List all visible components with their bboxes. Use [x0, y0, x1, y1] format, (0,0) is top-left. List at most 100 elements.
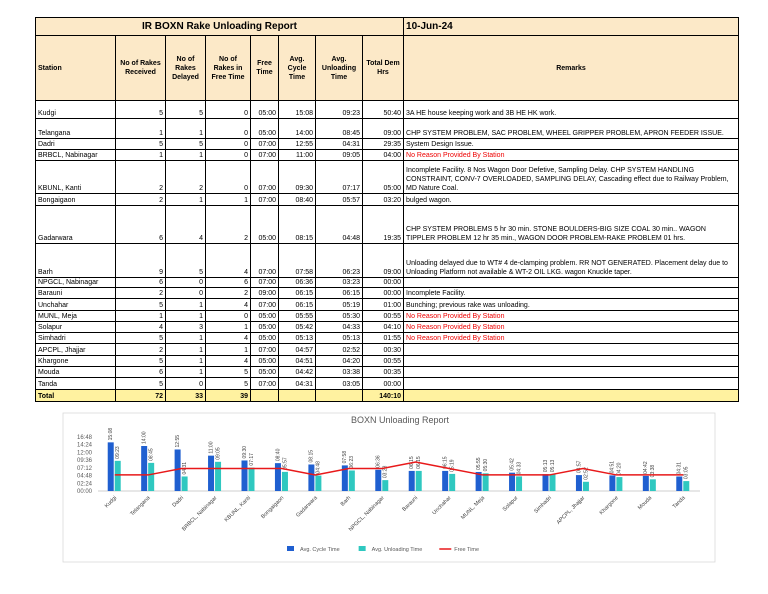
bar: [482, 473, 489, 491]
cell: 09:30: [278, 160, 316, 194]
cell: 01:00: [361, 298, 405, 311]
cell: 1: [115, 149, 166, 161]
cell: 05:30: [315, 310, 363, 322]
cell: 07:00: [250, 298, 279, 311]
bar: [141, 446, 148, 491]
cell: 03:23: [315, 277, 363, 288]
cell: 03:38: [315, 366, 363, 378]
cell: 4: [205, 355, 251, 367]
column-header: Station: [35, 35, 116, 101]
data-label: 05:55: [476, 457, 482, 470]
bar: [582, 481, 589, 491]
cell: 5: [165, 100, 206, 119]
data-label: 04:20: [617, 462, 623, 475]
cell: 0: [165, 287, 206, 299]
cell: 2: [115, 160, 166, 194]
data-label: 04:57: [576, 460, 582, 473]
data-row: Unchahar 5 1 4 07:00 06:15 05:19 01:00 Bunching;…: [35, 298, 740, 311]
cell: 1: [205, 193, 251, 206]
cell: 08:45: [315, 118, 363, 139]
cell: 09:00: [361, 118, 405, 139]
data-row: NPGCL, Nabinagar 6 0 6 07:00 06:36 03:23 00:00: [35, 277, 740, 288]
bar: [509, 472, 516, 491]
cell: [403, 355, 740, 367]
column-header: No of Rakes Delayed: [165, 35, 206, 101]
cell: 06:15: [315, 287, 363, 299]
cell: 4: [205, 332, 251, 344]
data-label: 03:23: [383, 465, 389, 478]
cell: 04:42: [278, 366, 316, 378]
data-label: 14:00: [141, 431, 147, 444]
cell: 0: [205, 118, 251, 139]
cell: 00:00: [361, 377, 405, 390]
cell: 04:33: [315, 321, 363, 333]
cell: 6: [115, 366, 166, 378]
cell: 5: [115, 298, 166, 311]
data-label: 11:00: [208, 441, 214, 453]
cell: 4: [115, 321, 166, 333]
total-row: Total 72 33 39 140:10: [35, 389, 740, 402]
cell: 07:17: [315, 160, 363, 194]
bar: [415, 470, 422, 491]
cell: 0: [205, 100, 251, 119]
bar: [114, 460, 121, 491]
chart-title: BOXN Unloading Report: [351, 415, 450, 425]
cell: 4: [205, 243, 251, 278]
cell: BRBCL, Nabinagar: [35, 149, 116, 161]
total-cell: 72: [115, 389, 166, 402]
cell: Barauni: [35, 287, 116, 299]
cell: 1: [165, 118, 206, 139]
cell: Barh: [35, 243, 116, 278]
line: [114, 461, 684, 476]
cell: 03:05: [315, 377, 363, 390]
data-row: Simhadri 5 1 4 05:00 05:13 05:13 01:55 No Reason…: [35, 332, 740, 344]
data-label: 05:42: [509, 458, 515, 471]
cell: 2: [115, 287, 166, 299]
data-row: Kudgi 5 5 0 05:00 15:08 09:23 50:40 3A HE house …: [35, 100, 740, 119]
cell: No Reason Provided By Station: [403, 310, 740, 322]
cell: Telangana: [35, 118, 116, 139]
cell: 3: [165, 321, 206, 333]
cell: 02:52: [315, 343, 363, 356]
data-label: 06:15: [442, 456, 448, 469]
bar: [181, 476, 188, 491]
cell: 0: [165, 377, 206, 390]
cell: Unloading delayed due to WT# 4 de-clampi…: [403, 243, 740, 278]
cell: 1: [165, 310, 206, 322]
cell: 09:00: [250, 287, 279, 299]
cell: 07:00: [250, 243, 279, 278]
cell: 08:40: [278, 193, 316, 206]
bar: [241, 460, 248, 491]
cell: 2: [115, 193, 166, 206]
cell: Tanda: [35, 377, 116, 390]
bar: [549, 474, 556, 491]
data-row: Barh 9 5 4 07:00 07:58 06:23 09:00 Unloading del…: [35, 243, 740, 278]
y-tick-label: 00:00: [77, 489, 93, 495]
cell: 29:35: [361, 138, 405, 150]
data-label: 05:19: [449, 459, 455, 472]
data-label: 07:17: [249, 453, 255, 466]
cell: 1: [205, 321, 251, 333]
bar: [174, 449, 181, 491]
data-row: MUNL, Meja 1 1 0 05:00 05:55 05:30 00:55 No Reas…: [35, 310, 740, 322]
cell: CHP SYSTEM PROBLEMS 5 hr 30 min. STONE B…: [403, 205, 740, 244]
data-label: 06:36: [376, 455, 382, 468]
bar: [642, 475, 649, 491]
cell: 4: [205, 298, 251, 311]
bar: [542, 474, 549, 491]
column-header: Avg. Unloading Time: [315, 35, 363, 101]
total-cell: [315, 389, 363, 402]
cell: 03:20: [361, 193, 405, 206]
total-cell: 33: [165, 389, 206, 402]
data-label: 08:45: [148, 448, 154, 461]
cell: 1: [165, 332, 206, 344]
cell: [403, 277, 740, 288]
cell: 04:31: [315, 138, 363, 150]
bar: [208, 455, 215, 491]
report-title: IR BOXN Rake Unloading Report: [34, 17, 405, 36]
cell: No Reason Provided By Station: [403, 149, 740, 161]
cell: 5: [115, 332, 166, 344]
cell: 01:55: [361, 332, 405, 344]
data-row: KBUNL, Kanti 2 2 0 07:00 09:30 07:17 05:00 Incom…: [35, 160, 740, 194]
cell: 1: [165, 366, 206, 378]
